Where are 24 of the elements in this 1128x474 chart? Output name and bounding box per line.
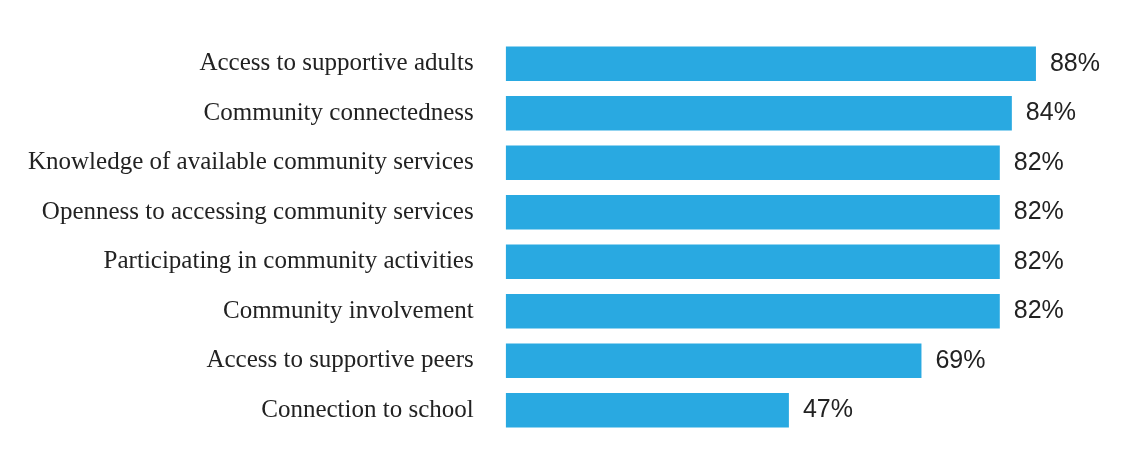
bar [505, 392, 789, 428]
y-tick-label: Participating in community activities [103, 246, 474, 274]
bar [505, 194, 1000, 230]
y-tick-label: Connection to school [261, 394, 474, 422]
y-tick-label: Access to supportive peers [206, 345, 474, 373]
bar [505, 293, 1000, 329]
data-label: 82% [1013, 196, 1064, 225]
data-label: 82% [1013, 245, 1064, 274]
data-label: 88% [1049, 47, 1100, 76]
y-tick-label: Community involvement [223, 295, 474, 323]
bar [505, 46, 1036, 82]
y-tick-label: Access to supportive adults [199, 48, 474, 76]
y-tick-label: Knowledge of available community services [27, 147, 474, 175]
data-label: 84% [1025, 97, 1076, 126]
bar [505, 95, 1012, 131]
data-label: 69% [935, 344, 986, 373]
bar [505, 145, 1000, 181]
data-label: 82% [1013, 295, 1064, 324]
y-tick-label: Openness to accessing community services [41, 196, 474, 224]
bar [505, 343, 922, 379]
y-tick-label: Community connectedness [203, 97, 474, 125]
data-label: 47% [802, 394, 853, 423]
bar [505, 244, 1000, 280]
data-label: 82% [1013, 146, 1064, 175]
